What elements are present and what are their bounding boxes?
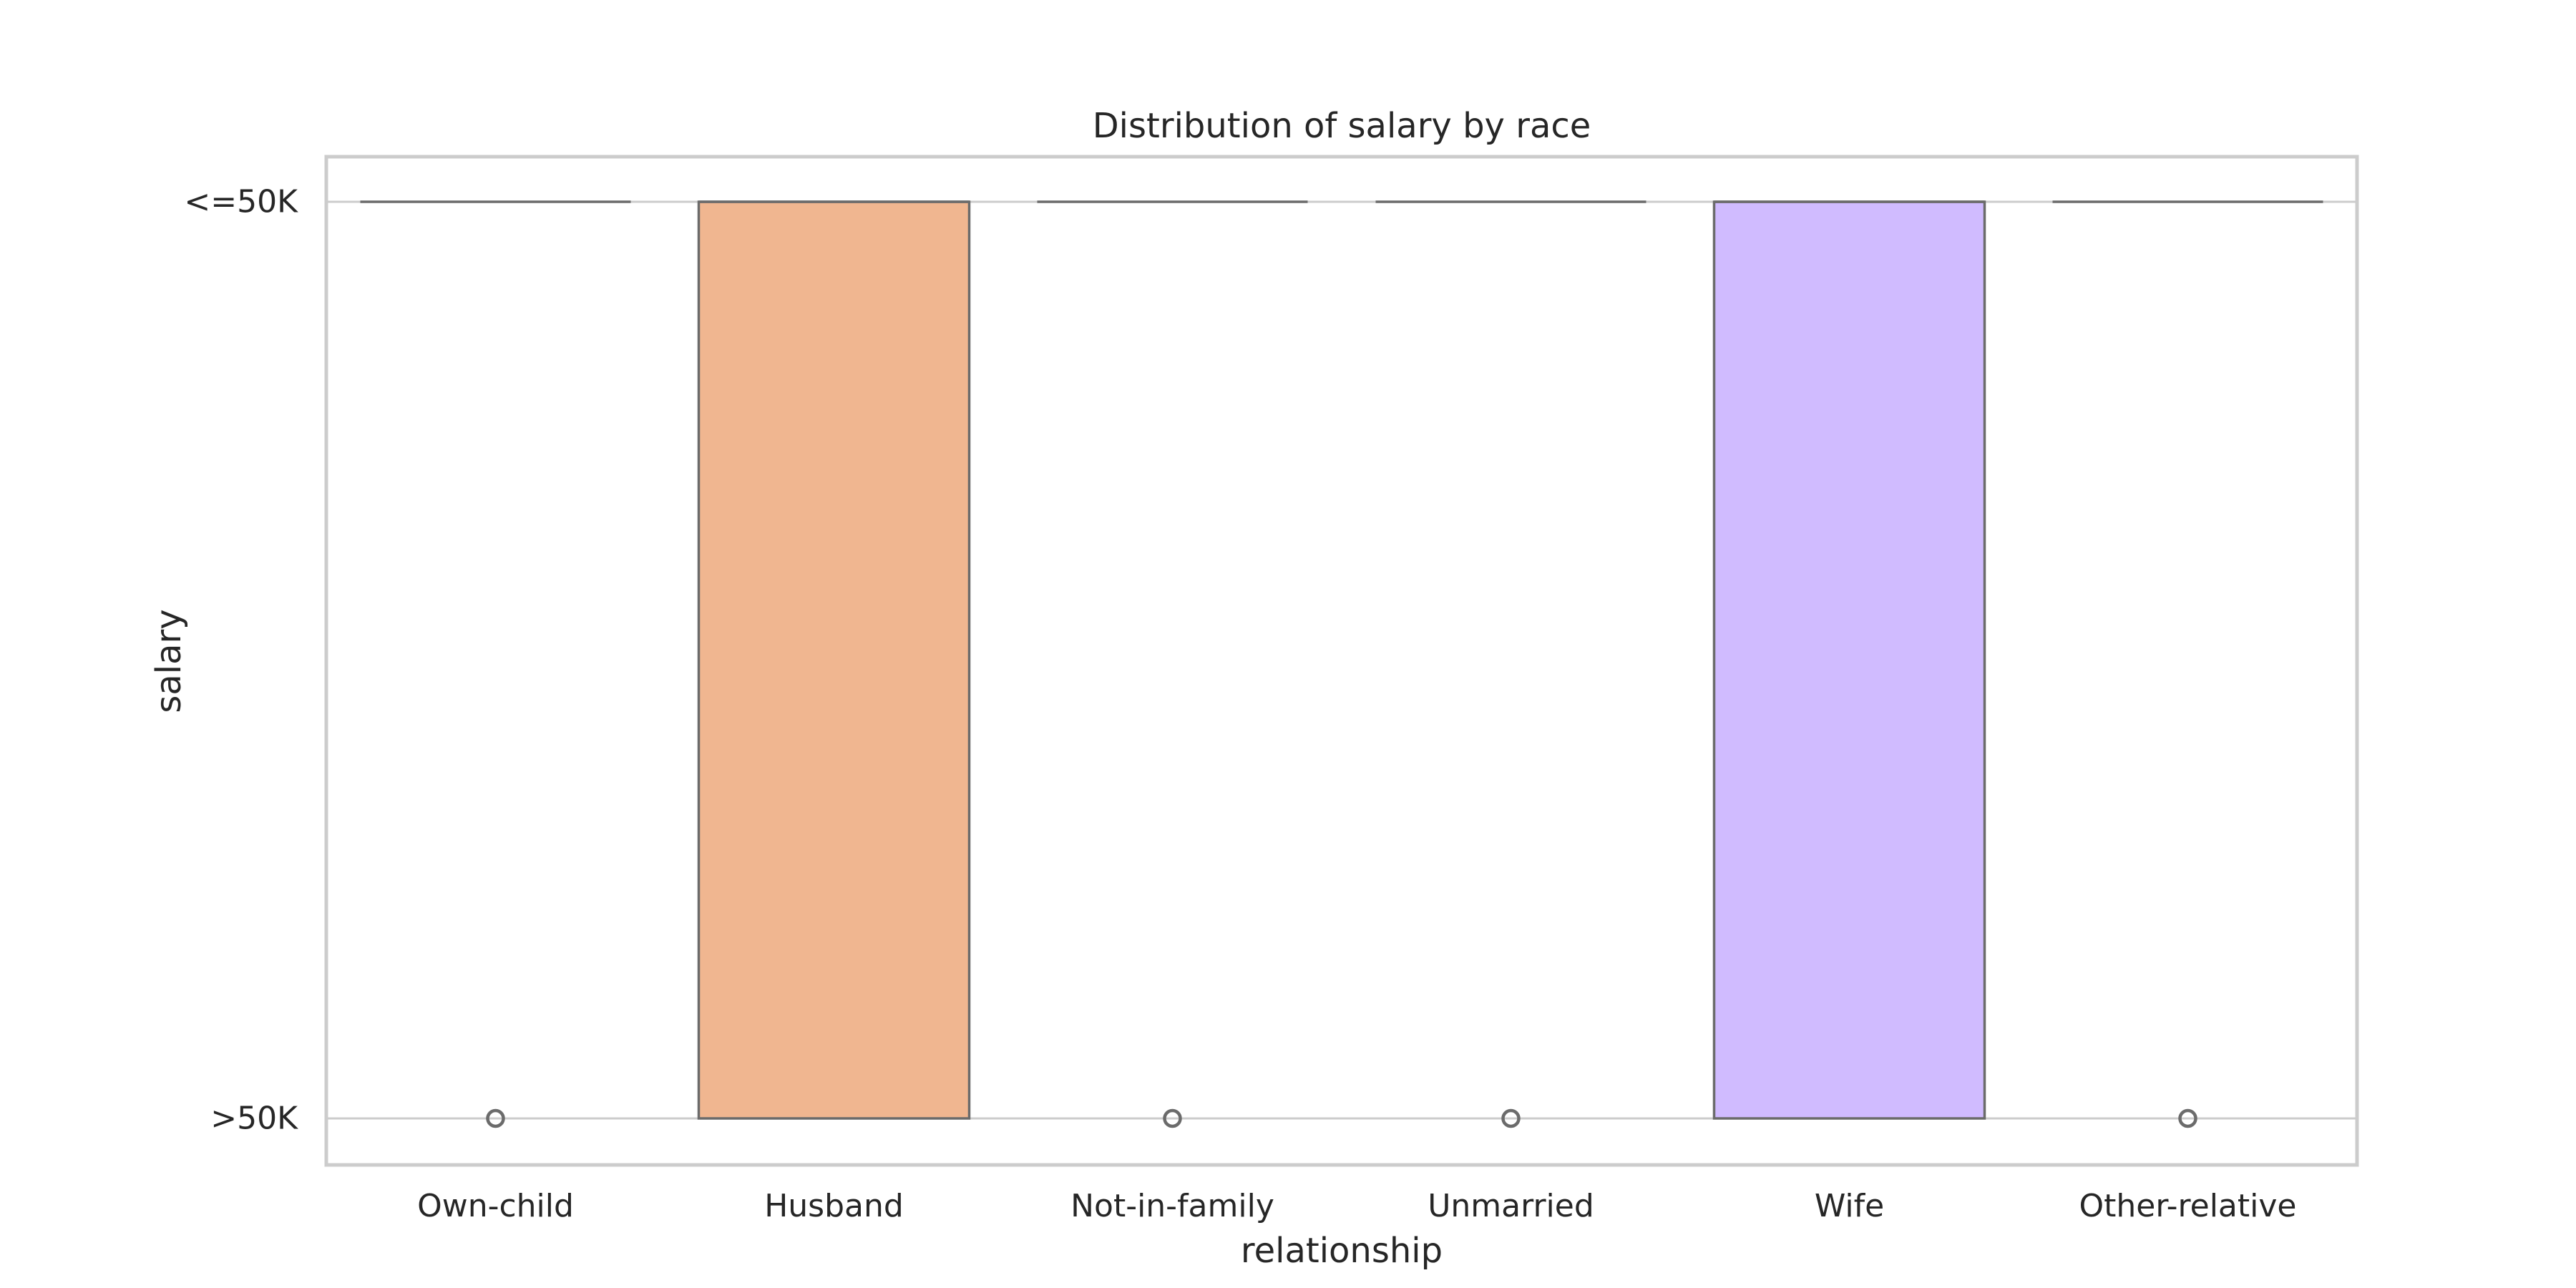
labels-layer: <=50K >50K Own-child Husband Not-in-family Un…	[184, 184, 2296, 1225]
x-tick-label: Own-child	[417, 1188, 574, 1224]
marks-layer	[360, 200, 2323, 1128]
y-tick-label: >50K	[210, 1101, 298, 1137]
outlier-point	[1163, 1108, 1182, 1128]
y-axis-title: salary	[149, 609, 189, 713]
x-tick-label: Wife	[1815, 1188, 1884, 1224]
x-axis-title: relationship	[1241, 1231, 1443, 1271]
box-wife	[1712, 200, 1986, 1120]
x-tick-label: Not-in-family	[1070, 1188, 1274, 1224]
chart-title: Distribution of salary by race	[1093, 106, 1591, 146]
x-tick-label: Unmarried	[1428, 1188, 1594, 1224]
plot-frame	[324, 155, 2359, 1167]
x-tick-label: Other-relative	[2079, 1188, 2297, 1224]
outlier-point	[2178, 1108, 2197, 1128]
outlier-point	[1501, 1108, 1521, 1128]
outlier-point	[486, 1108, 505, 1128]
x-tick-label: Husband	[764, 1188, 904, 1224]
grid-layer	[326, 200, 2357, 1120]
y-tick-label: <=50K	[184, 184, 298, 220]
box-husband	[697, 200, 971, 1120]
